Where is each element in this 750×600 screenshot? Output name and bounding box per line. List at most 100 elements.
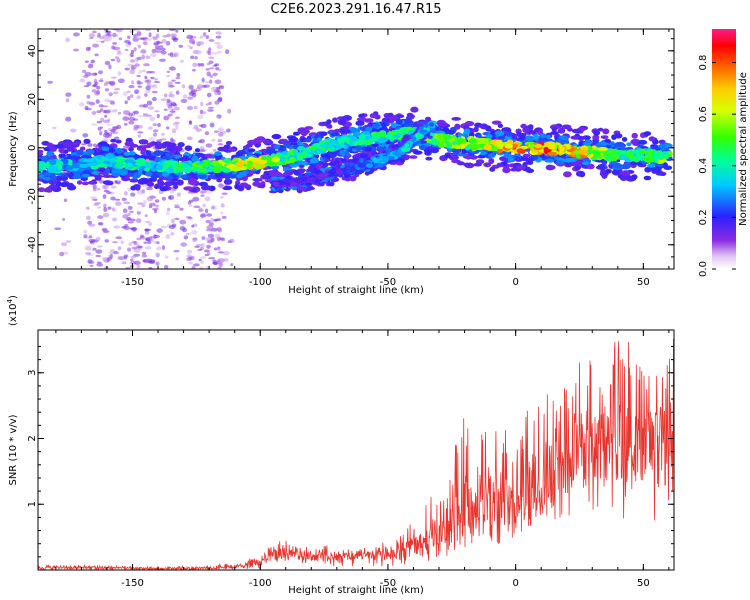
spectral-mark <box>98 167 107 172</box>
noise-mark <box>210 26 214 28</box>
spectral-mark <box>654 153 664 160</box>
noise-mark <box>204 196 211 202</box>
spectrogram-axes: -150 -100 -50 0 50 -40 -20 0 20 40 <box>27 29 674 288</box>
noise-mark <box>225 49 230 55</box>
spectral-mark <box>265 148 276 154</box>
noise-mark <box>118 37 123 41</box>
spectral-mark <box>632 158 640 162</box>
noise-mark <box>203 249 210 253</box>
noise-mark <box>172 37 179 40</box>
noise-mark <box>190 55 195 60</box>
spectral-mark <box>428 122 435 127</box>
spectral-mark <box>643 175 652 181</box>
spectral-mark <box>217 146 228 152</box>
noise-mark <box>211 228 218 232</box>
noise-mark <box>144 214 148 218</box>
noise-mark <box>117 78 125 84</box>
spectral-mark <box>614 133 623 139</box>
colorbar-gradient <box>712 29 736 269</box>
noise-mark <box>137 202 144 205</box>
noise-mark <box>217 90 221 96</box>
noise-mark <box>146 186 153 191</box>
noise-mark <box>192 68 196 72</box>
spectral-mark <box>452 145 463 149</box>
spectral-mark <box>322 162 329 168</box>
spectral-mark <box>357 163 366 168</box>
noise-mark <box>130 255 136 259</box>
spectral-mark <box>411 136 417 142</box>
y-tick-label: 40 <box>27 44 38 57</box>
noise-mark <box>193 205 201 209</box>
noise-mark <box>145 89 151 93</box>
noise-mark <box>113 250 118 254</box>
noise-mark <box>138 70 143 74</box>
spectral-mark <box>447 130 456 135</box>
noise-mark <box>197 63 201 67</box>
spectral-mark <box>195 152 204 157</box>
spectral-mark <box>296 146 306 151</box>
colorbar-tick-label: 0.4 <box>698 158 709 174</box>
spectral-mark <box>524 135 534 142</box>
noise-mark <box>131 246 138 250</box>
noise-mark <box>70 128 77 133</box>
noise-mark <box>164 93 168 98</box>
spectral-mark <box>404 143 410 148</box>
noise-mark <box>124 100 128 105</box>
noise-mark <box>166 126 170 130</box>
spectral-mark <box>252 178 263 182</box>
spectral-mark <box>601 141 608 147</box>
noise-mark <box>89 33 95 38</box>
spectral-mark <box>611 169 621 176</box>
noise-mark <box>165 234 171 239</box>
noise-mark <box>176 192 182 197</box>
spectral-mark <box>463 162 471 167</box>
noise-mark <box>121 261 127 265</box>
spectral-mark <box>563 171 572 178</box>
spectral-mark <box>400 147 407 152</box>
noise-mark <box>127 96 131 101</box>
spectral-mark <box>525 158 534 163</box>
noise-mark <box>89 101 96 106</box>
noise-mark <box>102 257 109 262</box>
spectral-mark <box>129 143 139 148</box>
noise-mark <box>200 190 207 194</box>
noise-mark <box>214 41 221 45</box>
colorbar-tick-label: 0.8 <box>698 55 709 71</box>
spectral-mark <box>403 118 413 124</box>
noise-mark <box>215 67 220 71</box>
noise-mark <box>122 208 128 213</box>
x-tick-label: 0 <box>512 578 518 589</box>
noise-mark <box>171 218 175 224</box>
spectral-mark <box>206 167 214 173</box>
spectral-mark <box>354 145 363 151</box>
spectral-mark <box>348 141 354 147</box>
spectral-mark <box>297 168 306 173</box>
noise-mark <box>148 137 155 142</box>
spectral-mark <box>491 120 502 125</box>
noise-mark <box>209 74 214 78</box>
noise-mark <box>220 211 224 215</box>
noise-mark <box>207 233 215 238</box>
spectral-mark <box>621 163 631 170</box>
noise-mark <box>94 187 101 191</box>
noise-mark <box>200 123 207 129</box>
noise-mark <box>91 72 98 76</box>
noise-mark <box>179 207 184 211</box>
spectral-mark <box>369 137 378 143</box>
noise-mark <box>99 36 104 40</box>
spectral-mark <box>364 147 372 152</box>
spectral-mark <box>271 156 281 163</box>
spectral-mark <box>194 148 201 153</box>
spectral-mark <box>432 139 440 146</box>
spectral-mark <box>381 117 391 123</box>
noise-mark <box>83 74 89 78</box>
noise-mark <box>86 81 92 87</box>
noise-mark <box>155 50 162 53</box>
noise-mark <box>92 30 97 34</box>
noise-mark <box>129 29 135 34</box>
spectral-mark <box>477 154 486 159</box>
spectral-mark <box>376 146 384 152</box>
spectral-mark <box>408 155 418 159</box>
spectral-mark <box>609 157 618 162</box>
noise-mark <box>84 60 89 63</box>
